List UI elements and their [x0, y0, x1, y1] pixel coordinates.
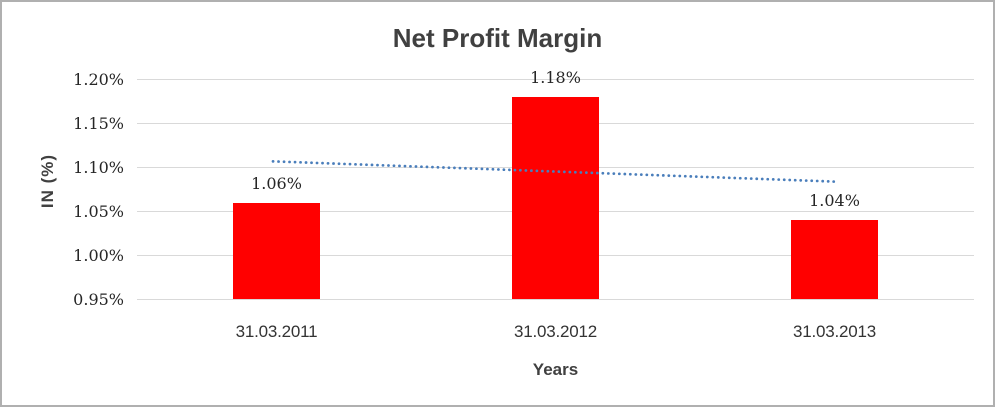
- y-tick-label: 1.15%: [73, 113, 124, 133]
- gridline-0.95%: [137, 299, 974, 300]
- category-label-31.03.2013: 31.03.2013: [792, 322, 877, 341]
- gridline-1.20%: [137, 79, 974, 80]
- y-tick-label: 1.00%: [73, 245, 124, 265]
- y-tick-label: 1.05%: [73, 201, 124, 221]
- y-tick-label: 0.95%: [73, 289, 124, 309]
- data-label-31.03.2012: 1.18%: [530, 68, 581, 88]
- bar-31.03.2012: [512, 97, 599, 300]
- category-label-31.03.2012: 31.03.2012: [513, 322, 598, 341]
- category-label-31.03.2011: 31.03.2011: [235, 322, 318, 341]
- bar-31.03.2011: [233, 202, 320, 300]
- chart-title: Net Profit Margin: [392, 23, 603, 53]
- y-tick-label: 1.10%: [73, 157, 124, 177]
- x-axis-title: Years: [532, 360, 579, 379]
- data-label-31.03.2011: 1.06%: [251, 173, 302, 193]
- data-label-31.03.2013: 1.04%: [809, 191, 860, 211]
- trendline-dotted-line: [271, 159, 836, 183]
- y-tick-label: 1.20%: [73, 69, 124, 89]
- bar-31.03.2013: [791, 220, 878, 300]
